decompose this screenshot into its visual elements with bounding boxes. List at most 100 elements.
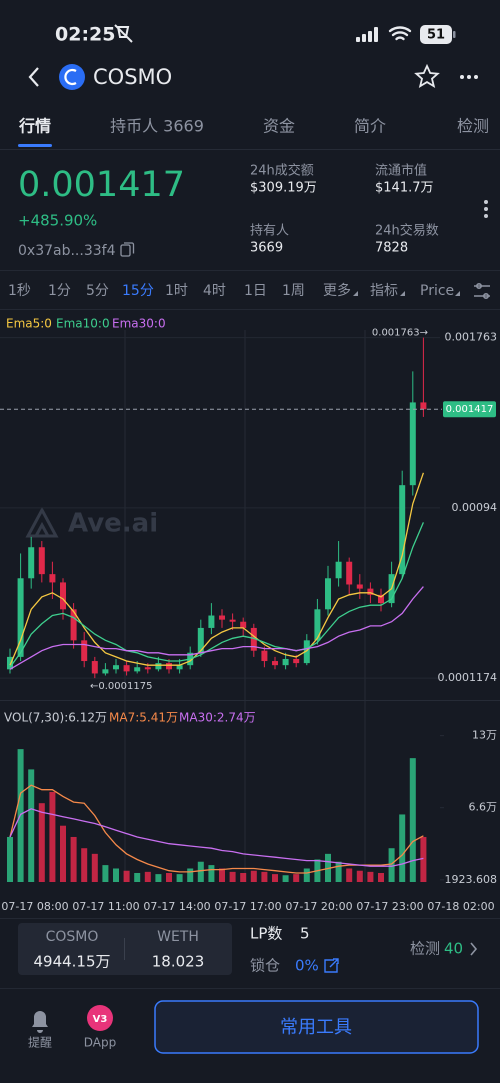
interval[interactable]: 1周 — [282, 283, 305, 299]
candle-body — [250, 627, 257, 651]
candle-body — [420, 402, 427, 410]
lock-value: 0% — [295, 957, 319, 975]
nav-label[interactable]: DApp — [84, 1036, 116, 1050]
volume-bar — [367, 871, 374, 882]
status-time: 02:25 — [55, 24, 115, 46]
price: 0.001417 — [18, 165, 185, 205]
back-button[interactable] — [28, 67, 39, 87]
volume-bar — [346, 868, 353, 882]
favorite-button[interactable] — [414, 63, 440, 88]
volume-bar — [176, 874, 183, 882]
nav-label[interactable]: 提醒 — [28, 1035, 52, 1050]
volume-bar — [144, 871, 151, 882]
dropdown-arrow — [400, 291, 405, 296]
pair-amount: 4944.15万 — [33, 953, 110, 971]
tools-button-label[interactable]: 常用工具 — [280, 1017, 352, 1038]
copy-button[interactable] — [120, 242, 135, 257]
tab[interactable]: 持币人 3669 — [110, 117, 204, 136]
divider — [0, 988, 500, 989]
volume-bar — [28, 769, 35, 882]
interval[interactable]: 5分 — [86, 283, 109, 299]
candle-body — [335, 561, 342, 579]
watermark-text: Ave.ai — [68, 509, 158, 539]
pair-divider — [124, 938, 125, 960]
lp-value: 5 — [300, 925, 310, 943]
candle-body — [261, 650, 268, 662]
interval[interactable]: 4时 — [203, 283, 226, 299]
signal-icon — [356, 27, 378, 42]
volume-bar — [261, 871, 268, 882]
candle-body — [28, 547, 35, 579]
check-label[interactable]: 检测 — [410, 940, 440, 958]
interval-active[interactable]: 15分 — [122, 283, 154, 299]
volume-bar — [335, 861, 342, 882]
divider — [0, 270, 500, 271]
tab[interactable]: 资金 — [263, 117, 295, 136]
x-tick-label: 07-17 14:00 — [143, 900, 210, 913]
interval[interactable]: 1日 — [244, 283, 267, 299]
x-tick-label: 07-17 20:00 — [285, 900, 352, 913]
divider — [0, 309, 500, 310]
more-button[interactable] — [460, 75, 478, 79]
volume-bar — [303, 868, 310, 882]
price-change: +485.90% — [18, 212, 97, 230]
pair-token: COSMO — [46, 929, 99, 945]
volume-bar — [134, 872, 141, 882]
stat-label: 持有人 — [250, 224, 289, 239]
candle-body — [155, 663, 162, 670]
candle-body — [208, 615, 215, 628]
interval[interactable]: 1时 — [165, 283, 188, 299]
tools-button[interactable] — [154, 1000, 479, 1054]
external-link[interactable] — [324, 958, 339, 973]
tab-active[interactable]: 行情 — [18, 117, 51, 136]
price-menu[interactable]: Price — [420, 283, 454, 299]
interval[interactable]: 1分 — [48, 283, 71, 299]
dapp-badge: V3 — [93, 1014, 108, 1025]
token-icon — [59, 64, 85, 90]
chart-settings[interactable] — [474, 282, 490, 299]
current-price-tag — [443, 401, 496, 418]
interval[interactable]: 1秒 — [8, 283, 31, 299]
volume-bar — [378, 872, 384, 882]
token-icon-glyph — [64, 68, 77, 86]
volume-bar — [60, 825, 66, 882]
dapp-icon[interactable] — [87, 1005, 113, 1031]
indicator-menu[interactable]: 指标 — [370, 283, 398, 299]
stats-more[interactable] — [484, 200, 488, 218]
volume-bar — [102, 865, 109, 882]
legend-entry: Ema5:0 — [6, 317, 52, 331]
volume-bar — [219, 868, 225, 882]
legend-entry: Ema30:0 — [112, 317, 166, 331]
candle-body — [49, 574, 56, 583]
check-value[interactable]: 40 — [444, 940, 463, 958]
x-tick-label: 07-18 02:00 — [427, 900, 494, 913]
interval-more[interactable]: 更多 — [323, 282, 351, 299]
volume-bar — [272, 874, 278, 882]
candle-body — [282, 658, 289, 666]
volume-bar — [166, 872, 172, 882]
stat-value: $309.19万 — [250, 181, 317, 196]
stat-value: 3669 — [250, 241, 283, 256]
volume-bar — [293, 874, 300, 882]
tab[interactable]: 检测 — [457, 117, 489, 136]
stat-label: 流通市值 — [375, 163, 427, 179]
tab-underline — [18, 144, 52, 147]
candle-body — [17, 578, 24, 657]
volume-bar — [123, 870, 130, 882]
candle-body — [134, 667, 141, 672]
tab[interactable]: 简介 — [354, 117, 386, 136]
battery-level: 51 — [427, 28, 445, 43]
y-tick-label: 6.6万 — [469, 801, 498, 814]
y-tick-label: 0.001763 — [445, 331, 498, 344]
battery-tip — [453, 31, 456, 38]
volume-title: VOL(7,30):6.12万 — [4, 711, 107, 725]
candle-body — [293, 658, 300, 664]
mute-icon — [114, 24, 133, 43]
x-tick-label: 07-17 17:00 — [214, 900, 281, 913]
alert-icon[interactable] — [32, 1011, 48, 1033]
candle-body — [303, 640, 310, 664]
candle-body — [197, 627, 204, 653]
